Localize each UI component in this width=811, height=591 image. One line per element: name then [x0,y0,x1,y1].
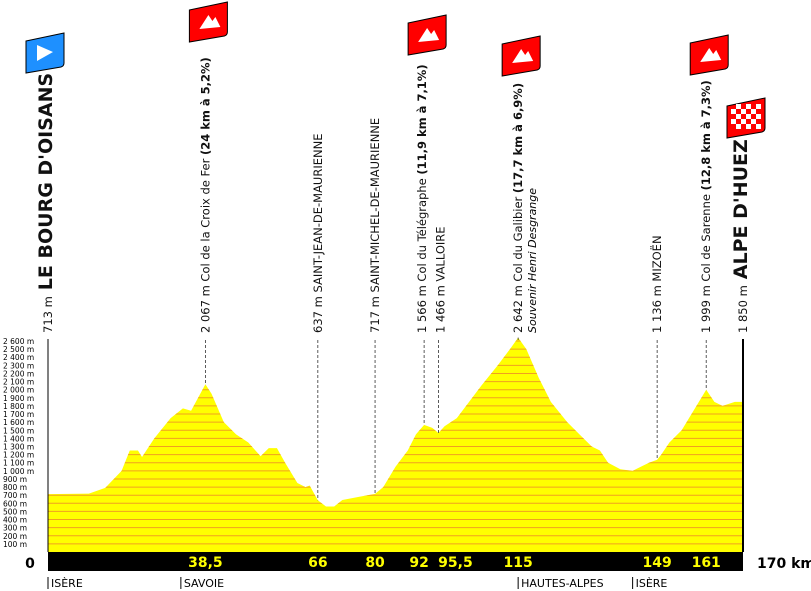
checkered-icon [751,119,756,124]
checkered-icon [756,104,761,109]
km-mark-label: 149 [643,555,672,571]
y-tick-label: 2 000 m [3,386,34,395]
y-tick-label: 1 400 m [3,434,34,443]
waypoint-label: 713 m LE BOURG D'OISANS [35,73,57,333]
region-label: ISÈRE [636,577,668,590]
waypoint-label: 1 136 m MIZOËN [649,235,664,333]
y-tick-label: 1 100 m [3,459,34,468]
y-tick-label: 1 600 m [3,418,34,427]
checkered-icon [751,109,756,114]
checkered-icon [736,114,741,119]
x-start-label: 0 [25,556,35,572]
waypoint-text: 1 850 m [736,285,750,333]
km-mark-label: 161 [692,555,721,571]
y-tick-label: 2 600 m [3,337,34,346]
y-tick-label: 2 400 m [3,353,34,362]
waypoint-label: 1 999 m Col de Sarenne (12,8 km à 7,3%) [699,80,713,333]
climb-detail: (17,7 km à 6,9%) [511,83,525,193]
town-name: ALPE D'HUEZ [730,139,752,279]
km-mark-label: 80 [365,555,385,571]
waypoint-text: 637 m SAINT-JEAN-DE-MAURIENNE [311,134,325,333]
checkered-icon [746,114,751,119]
region-label: SAVOIE [184,577,224,590]
km-mark-label: 115 [504,555,533,571]
checkered-icon [746,104,751,109]
checkered-icon [756,114,761,119]
waypoint-label: 2 642 m Col du Galibier (17,7 km à 6,9%) [511,83,525,333]
checkered-icon [741,119,746,124]
y-tick-label: 2 200 m [3,369,34,378]
waypoint-label: 2 067 m Col de la Croix de Fer (24 km à … [198,57,212,333]
waypoint-text: 2 067 m Col de la Croix de Fer [198,155,212,333]
y-tick-label: 100 m [3,540,27,549]
checkered-icon [731,109,736,114]
y-tick-label: 800 m [3,483,27,492]
region-label: ISÈRE [51,577,83,590]
waypoint-label: 717 m SAINT-MICHEL-DE-MAURIENNE [368,118,382,333]
waypoint-label: 1 850 m ALPE D'HUEZ [730,139,752,333]
x-axis-bar [48,552,743,571]
waypoint-text: 713 m [41,296,55,333]
km-mark-label: 66 [308,555,327,571]
y-tick-label: 900 m [3,475,27,484]
y-tick-label: 1 800 m [3,402,34,411]
km-mark-label: 92 [409,555,428,571]
waypoint-text: 1 999 m Col de Sarenne [699,190,713,333]
y-tick-label: 400 m [3,516,27,525]
y-tick-label: 2 500 m [3,345,34,354]
waypoint-text: 2 642 m Col du Galibier [511,193,525,333]
waypoint-text: 1 136 m MIZOËN [649,235,664,333]
y-tick-label: 2 300 m [3,361,34,370]
climb-detail: (24 km à 5,2%) [198,57,212,155]
town-name: LE BOURG D'OISANS [35,73,57,290]
x-end-label: 170 km [757,556,811,572]
climb-detail: (12,8 km à 7,3%) [699,80,713,190]
km-mark-label: 38,5 [188,555,223,571]
y-tick-label: 1 700 m [3,410,34,419]
region-label: HAUTES-ALPES [521,577,603,590]
mountain-icon [700,48,722,62]
waypoint-text: 1 566 m Col du Télégraphe [415,175,429,333]
y-tick-label: 600 m [3,499,27,508]
checkered-icon [746,124,751,129]
climb-detail: (11,9 km à 7,1%) [415,64,429,174]
y-tick-label: 300 m [3,524,27,533]
waypoint-label: 1 466 m VALLOIRE [433,226,447,333]
mountain-icon [418,28,440,42]
play-icon [37,45,53,61]
waypoint-text: 717 m SAINT-MICHEL-DE-MAURIENNE [368,118,382,333]
y-tick-label: 1 500 m [3,426,34,435]
y-tick-label: 500 m [3,507,27,516]
y-tick-label: 1 900 m [3,394,34,403]
checkered-icon [756,124,761,129]
km-mark-label: 95,5 [438,555,473,571]
waypoint-label: 1 566 m Col du Télégraphe (11,9 km à 7,1… [415,64,429,333]
y-tick-label: 700 m [3,491,27,500]
y-tick-label: 1 300 m [3,443,34,452]
y-tick-label: 1 000 m [3,467,34,476]
waypoint-subtitle: Souvenir Henri Desgrange [526,188,539,333]
checkered-icon [731,119,736,124]
y-tick-label: 200 m [3,532,27,541]
checkered-icon [736,124,741,129]
waypoint-label: 637 m SAINT-JEAN-DE-MAURIENNE [311,134,325,333]
mountain-icon [199,15,221,29]
profile-area [48,337,743,552]
y-tick-label: 1 200 m [3,451,34,460]
checkered-icon [736,104,741,109]
mountain-icon [512,49,534,63]
checkered-icon [741,109,746,114]
y-tick-label: 2 100 m [3,378,34,387]
waypoint-text: 1 466 m VALLOIRE [433,226,447,333]
